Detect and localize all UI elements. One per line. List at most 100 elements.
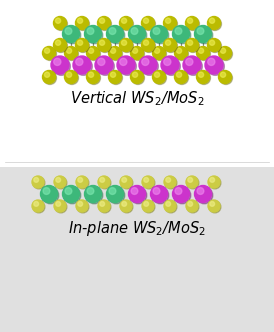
Circle shape <box>78 202 82 206</box>
Circle shape <box>110 72 116 77</box>
Circle shape <box>121 40 127 45</box>
Circle shape <box>187 40 199 52</box>
Circle shape <box>141 39 155 51</box>
Circle shape <box>121 18 127 23</box>
Circle shape <box>52 57 70 75</box>
Circle shape <box>153 188 160 195</box>
Circle shape <box>142 40 155 52</box>
Circle shape <box>166 202 171 206</box>
Circle shape <box>109 70 121 84</box>
Circle shape <box>87 70 99 84</box>
Circle shape <box>165 177 177 189</box>
Circle shape <box>150 186 167 203</box>
Circle shape <box>51 56 69 74</box>
Circle shape <box>173 186 190 203</box>
Circle shape <box>175 28 182 35</box>
Circle shape <box>32 176 44 188</box>
Circle shape <box>173 26 190 42</box>
Circle shape <box>209 177 221 189</box>
Circle shape <box>99 18 105 23</box>
Circle shape <box>221 48 226 53</box>
Circle shape <box>108 27 125 44</box>
Circle shape <box>143 201 155 213</box>
Circle shape <box>187 201 199 213</box>
Circle shape <box>109 28 116 35</box>
Circle shape <box>78 178 82 182</box>
Circle shape <box>64 187 81 204</box>
Circle shape <box>198 71 210 84</box>
Circle shape <box>144 18 149 23</box>
Circle shape <box>98 176 110 188</box>
Circle shape <box>205 56 223 74</box>
Circle shape <box>77 201 89 213</box>
Circle shape <box>129 26 145 42</box>
Circle shape <box>76 18 90 31</box>
Circle shape <box>99 201 111 213</box>
Circle shape <box>95 56 113 74</box>
Circle shape <box>152 27 169 44</box>
Circle shape <box>175 47 189 60</box>
Circle shape <box>65 71 78 84</box>
Circle shape <box>187 18 199 31</box>
Circle shape <box>44 72 50 77</box>
Circle shape <box>43 188 50 195</box>
Circle shape <box>196 187 213 204</box>
Circle shape <box>99 40 105 45</box>
Circle shape <box>207 17 221 30</box>
Circle shape <box>78 18 83 23</box>
Circle shape <box>86 187 103 204</box>
Circle shape <box>153 71 167 84</box>
Circle shape <box>165 18 171 23</box>
Circle shape <box>144 202 149 206</box>
Circle shape <box>98 58 105 65</box>
Circle shape <box>188 178 193 182</box>
Circle shape <box>176 72 182 77</box>
Circle shape <box>155 72 160 77</box>
Circle shape <box>78 40 83 45</box>
Circle shape <box>110 48 116 53</box>
Text: Vertical WS$_2$/MoS$_2$: Vertical WS$_2$/MoS$_2$ <box>70 89 204 108</box>
FancyBboxPatch shape <box>0 167 274 332</box>
Circle shape <box>144 178 149 182</box>
Circle shape <box>187 18 193 23</box>
Circle shape <box>65 188 72 195</box>
Circle shape <box>67 48 72 53</box>
Circle shape <box>89 72 94 77</box>
Circle shape <box>62 26 79 42</box>
Circle shape <box>131 188 138 195</box>
Circle shape <box>184 57 202 75</box>
Circle shape <box>55 18 61 23</box>
Circle shape <box>121 40 133 52</box>
Circle shape <box>174 187 191 204</box>
Circle shape <box>121 18 133 31</box>
Circle shape <box>96 57 114 75</box>
Circle shape <box>130 46 144 59</box>
Circle shape <box>210 178 215 182</box>
Circle shape <box>165 201 177 213</box>
Circle shape <box>144 40 149 45</box>
Circle shape <box>176 48 182 53</box>
Circle shape <box>32 200 44 212</box>
Circle shape <box>76 39 89 51</box>
Circle shape <box>164 40 178 52</box>
Circle shape <box>84 26 101 42</box>
Circle shape <box>33 177 45 189</box>
Circle shape <box>62 186 79 203</box>
Circle shape <box>53 39 67 51</box>
Circle shape <box>87 46 99 59</box>
Circle shape <box>76 40 90 52</box>
Circle shape <box>119 17 133 30</box>
Circle shape <box>186 200 198 212</box>
Circle shape <box>210 202 215 206</box>
Circle shape <box>209 40 221 52</box>
Circle shape <box>44 71 56 84</box>
Circle shape <box>74 57 92 75</box>
Circle shape <box>55 177 67 189</box>
Circle shape <box>132 48 138 53</box>
Circle shape <box>187 40 193 45</box>
Circle shape <box>76 200 88 212</box>
Circle shape <box>56 178 61 182</box>
FancyBboxPatch shape <box>0 0 274 167</box>
Circle shape <box>164 18 178 31</box>
Circle shape <box>109 46 121 59</box>
